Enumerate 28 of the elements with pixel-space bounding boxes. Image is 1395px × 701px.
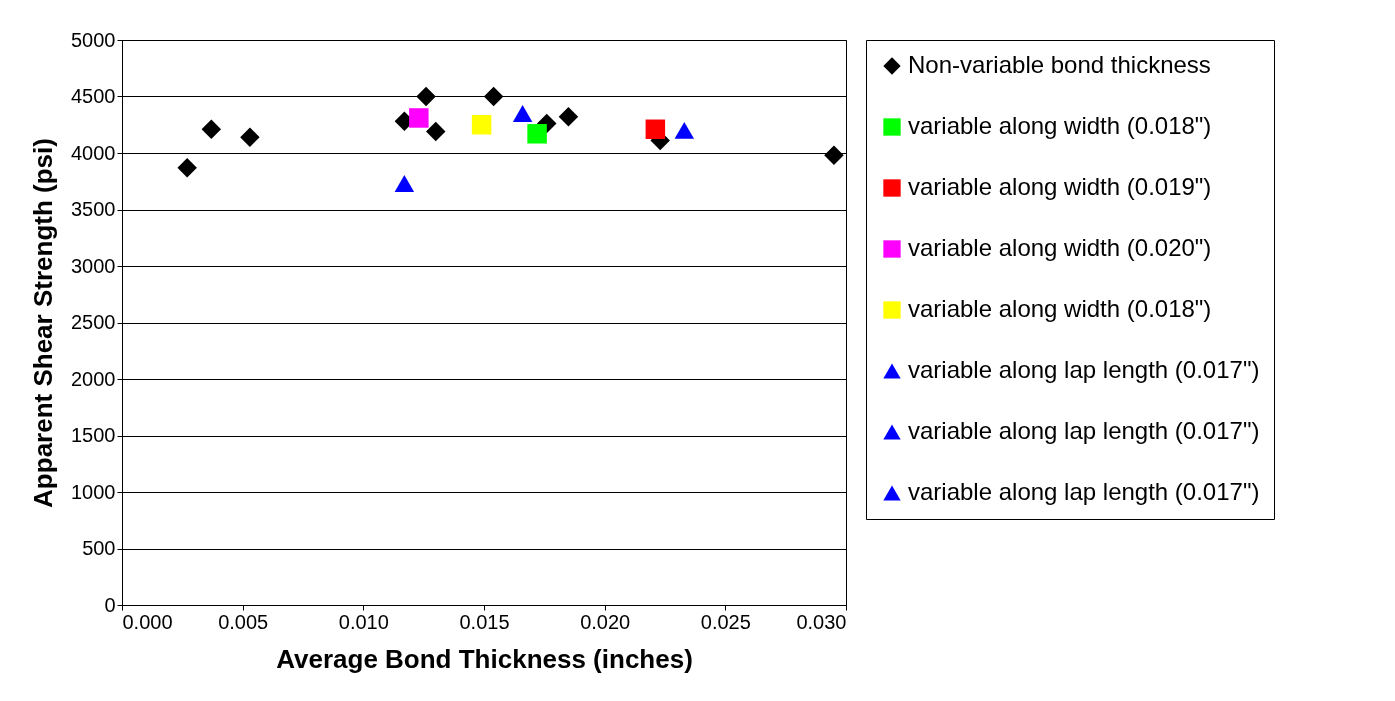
- legend-label: variable along width (0.020"): [908, 234, 1212, 261]
- y-tick-label: 500: [82, 537, 116, 559]
- y-tick-label: 0: [104, 593, 116, 616]
- legend-label: variable along lap length (0.017"): [908, 356, 1260, 383]
- x-tick-label: 0.010: [338, 610, 389, 633]
- legend-label: variable along width (0.018"): [908, 112, 1212, 139]
- y-tick-label: 5000: [71, 28, 116, 51]
- legend-label: variable along width (0.019"): [908, 173, 1212, 200]
- x-axis-title: Average Bond Thickness (inches): [276, 643, 693, 674]
- legend-label: variable along lap length (0.017"): [908, 417, 1260, 444]
- x-tick-label: 0.000: [122, 610, 173, 633]
- legend-label: Non-variable bond thickness: [908, 51, 1211, 78]
- legend-label: variable along lap length (0.017"): [908, 478, 1260, 505]
- x-tick-label: 0.020: [580, 610, 631, 633]
- y-tick-label: 2500: [71, 311, 116, 333]
- y-tick-label: 1000: [71, 480, 116, 503]
- x-tick-label: 0.030: [796, 610, 847, 633]
- x-tick-label: 0.015: [459, 610, 510, 633]
- y-tick-label: 2000: [71, 367, 116, 390]
- y-tick-label: 3000: [71, 254, 116, 277]
- y-tick-label: 1500: [71, 424, 116, 446]
- y-tick-label: 4000: [71, 141, 116, 164]
- x-tick-label: 0.005: [218, 610, 269, 633]
- y-tick-label: 4500: [71, 85, 116, 107]
- y-tick-label: 3500: [71, 198, 116, 220]
- y-axis-title: Apparent Shear Strength (psi): [28, 138, 59, 508]
- x-tick-label: 0.025: [700, 610, 751, 633]
- legend-label: variable along width (0.018"): [908, 295, 1212, 322]
